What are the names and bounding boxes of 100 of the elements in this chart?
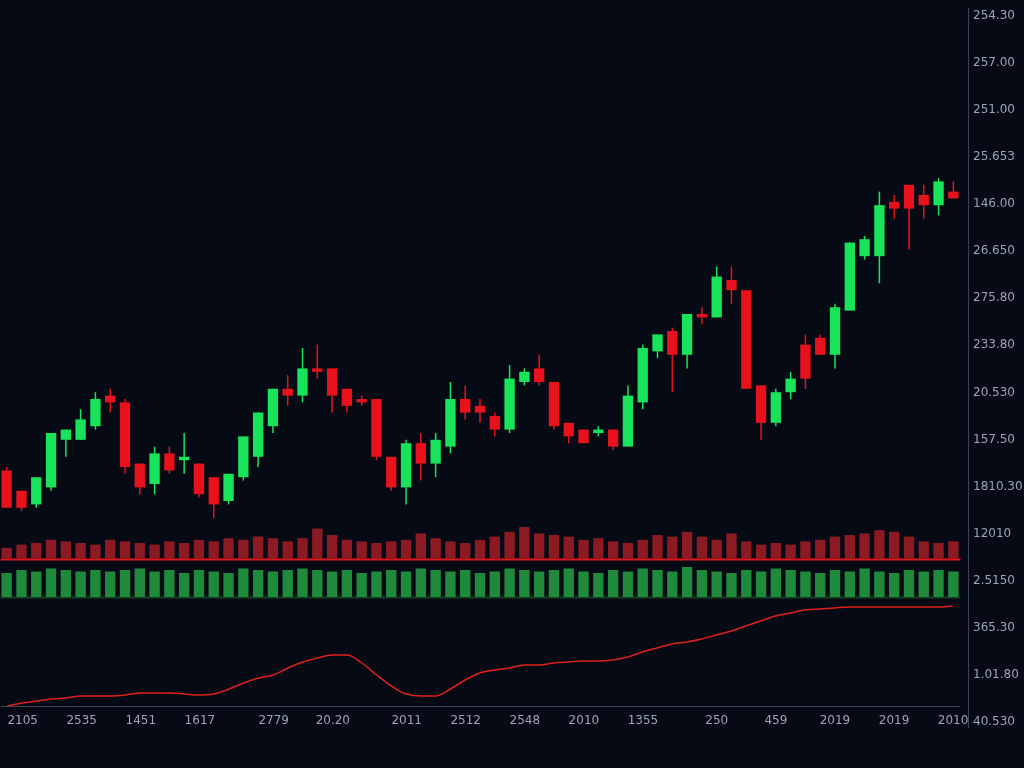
bar [267,538,279,559]
text: 25.653 [973,149,1016,164]
candlestick [667,326,678,393]
text: 1810.30 [973,478,1023,493]
bar [386,570,397,597]
bar [948,541,959,559]
bar [31,571,42,597]
bar [282,570,293,597]
bar [16,570,27,597]
candlestick [903,184,915,251]
bar [252,570,264,597]
bar [208,541,219,559]
bar [770,543,782,559]
candlestick [918,184,929,220]
x-tick-label: 2019 [819,712,851,727]
candlestick [75,408,86,441]
bar [800,541,811,559]
bar [252,536,264,559]
bar [312,570,323,597]
bar [696,570,708,597]
text: 2.5150 [973,572,1016,587]
bar [238,568,249,597]
bar [400,571,412,597]
bar [415,533,427,559]
bar [578,571,589,597]
bar [637,568,648,597]
candlestick [889,194,900,220]
bar [918,541,929,559]
bar [238,539,249,559]
bar [474,539,486,559]
candlestick [785,371,796,400]
bar [474,573,486,597]
bar [223,538,234,559]
x-tick-label: 2105 [7,712,38,727]
bar [90,544,101,559]
bar [282,541,293,559]
bar [223,573,234,597]
bar [815,539,826,559]
x-tick-label: 2535 [66,712,97,727]
text: 251.00 [973,102,1016,117]
bar [193,539,205,559]
x-tick-label: 459 [764,712,788,727]
bar [874,530,885,559]
candlestick [415,432,427,482]
bar [548,570,560,597]
bar [770,568,782,597]
bar [312,528,323,559]
bar [31,543,42,559]
candlestick [489,411,500,438]
text: 20.530 [973,384,1016,399]
text: 275.80 [973,290,1016,305]
candlestick [533,354,545,387]
x-tick-label: 20.20 [315,712,350,727]
bar [622,543,634,559]
text: 1.01.80 [973,666,1020,681]
bar [741,541,752,559]
bar [829,536,841,559]
bar [785,570,796,597]
bar [90,570,101,597]
bar [460,570,471,597]
text: 157.50 [973,431,1016,446]
text: 254.30 [973,8,1016,22]
candlestick [815,333,826,356]
bar [297,538,308,559]
bar [741,570,752,597]
text: 257.00 [973,55,1016,70]
bar [134,543,145,559]
bar [445,571,456,597]
x-tick-label: 1451 [125,712,157,727]
bar [341,570,353,597]
bar [563,536,574,559]
bar [948,571,959,597]
bar [134,568,145,597]
bar [178,573,190,597]
x-tick-label: 2019 [878,712,910,727]
bar [593,538,604,559]
candlestick [430,432,441,478]
bar [652,570,663,597]
bar [755,544,767,559]
bar [593,573,604,597]
bar [533,533,545,559]
bar [829,570,841,597]
bar [60,570,71,597]
bar [193,570,205,597]
bar [726,573,737,597]
bar [637,539,648,559]
bar [844,571,855,597]
candlestick [134,462,145,495]
x-tick-label: 2010 [937,712,969,727]
text: 365.30 [973,619,1016,634]
x-tick-label: 2011 [391,712,422,727]
bar [371,543,382,559]
bar [519,570,530,597]
bar [889,573,900,597]
bar [445,541,456,559]
bar [711,571,722,597]
bar [504,531,515,559]
x-tick-label: 2010 [568,712,600,727]
bar [105,539,116,559]
bar [164,570,175,597]
